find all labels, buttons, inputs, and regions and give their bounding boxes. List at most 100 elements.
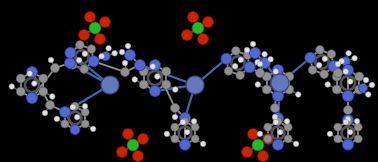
Circle shape [347, 79, 353, 84]
Circle shape [271, 104, 279, 112]
Circle shape [305, 52, 316, 63]
Circle shape [232, 46, 240, 55]
Circle shape [150, 64, 155, 69]
Circle shape [273, 112, 284, 123]
Circle shape [325, 82, 330, 87]
Circle shape [133, 150, 144, 162]
Circle shape [150, 86, 161, 97]
Circle shape [155, 74, 160, 79]
Circle shape [82, 104, 88, 109]
Circle shape [191, 123, 199, 131]
Circle shape [342, 139, 353, 150]
Circle shape [255, 82, 260, 87]
Circle shape [342, 91, 353, 102]
Circle shape [236, 71, 245, 79]
Circle shape [242, 146, 253, 157]
Circle shape [273, 91, 284, 102]
Circle shape [354, 135, 362, 143]
Circle shape [122, 128, 133, 139]
Circle shape [343, 69, 349, 74]
Circle shape [79, 29, 90, 40]
Circle shape [180, 140, 190, 150]
Circle shape [150, 59, 161, 70]
Circle shape [50, 94, 55, 99]
Circle shape [116, 146, 127, 157]
Circle shape [27, 71, 33, 76]
Circle shape [65, 58, 76, 69]
Circle shape [101, 52, 110, 61]
Circle shape [262, 51, 267, 57]
Circle shape [101, 76, 119, 94]
Circle shape [170, 104, 180, 112]
Circle shape [320, 70, 328, 78]
Circle shape [99, 53, 104, 59]
Circle shape [124, 50, 135, 60]
Circle shape [342, 115, 353, 126]
Circle shape [327, 131, 333, 137]
Circle shape [61, 120, 69, 128]
Circle shape [51, 64, 59, 73]
Circle shape [26, 93, 37, 104]
Circle shape [249, 47, 260, 58]
Circle shape [180, 119, 186, 125]
Circle shape [192, 22, 204, 34]
Circle shape [273, 64, 284, 75]
Circle shape [354, 123, 362, 131]
Circle shape [244, 47, 250, 53]
Circle shape [81, 108, 89, 116]
Circle shape [9, 84, 14, 89]
Circle shape [71, 102, 79, 110]
Circle shape [344, 105, 353, 115]
Circle shape [31, 81, 37, 86]
Circle shape [200, 141, 206, 147]
Circle shape [274, 65, 282, 75]
Circle shape [16, 87, 25, 96]
Circle shape [285, 85, 294, 94]
Circle shape [238, 57, 244, 63]
Circle shape [139, 80, 148, 89]
Circle shape [257, 131, 263, 137]
Circle shape [28, 68, 37, 76]
Circle shape [138, 133, 149, 145]
Circle shape [328, 61, 339, 72]
Circle shape [180, 139, 191, 150]
Circle shape [106, 45, 112, 51]
Circle shape [197, 34, 209, 45]
Circle shape [334, 123, 342, 131]
Circle shape [16, 74, 25, 83]
Circle shape [224, 67, 233, 75]
Circle shape [352, 55, 358, 61]
Circle shape [88, 56, 99, 67]
Circle shape [322, 56, 328, 62]
Circle shape [26, 66, 37, 77]
Circle shape [42, 110, 48, 116]
Circle shape [181, 117, 189, 125]
Circle shape [68, 61, 77, 69]
Circle shape [191, 118, 197, 124]
Circle shape [181, 29, 192, 40]
Circle shape [284, 123, 292, 131]
Circle shape [70, 104, 76, 110]
Circle shape [171, 135, 179, 143]
Circle shape [121, 68, 130, 76]
Circle shape [341, 57, 350, 66]
Circle shape [186, 76, 204, 94]
Circle shape [369, 82, 375, 88]
Circle shape [335, 61, 341, 67]
Circle shape [180, 112, 191, 123]
Circle shape [316, 62, 322, 68]
Circle shape [162, 80, 171, 89]
Circle shape [70, 125, 80, 135]
Circle shape [343, 119, 349, 125]
Circle shape [221, 54, 232, 64]
Circle shape [139, 67, 148, 76]
Circle shape [256, 69, 265, 77]
Circle shape [164, 131, 170, 137]
Circle shape [89, 57, 98, 65]
Circle shape [264, 135, 272, 143]
Circle shape [342, 91, 353, 102]
Circle shape [277, 79, 283, 84]
Circle shape [273, 139, 284, 150]
Circle shape [366, 92, 371, 97]
Circle shape [243, 51, 252, 59]
